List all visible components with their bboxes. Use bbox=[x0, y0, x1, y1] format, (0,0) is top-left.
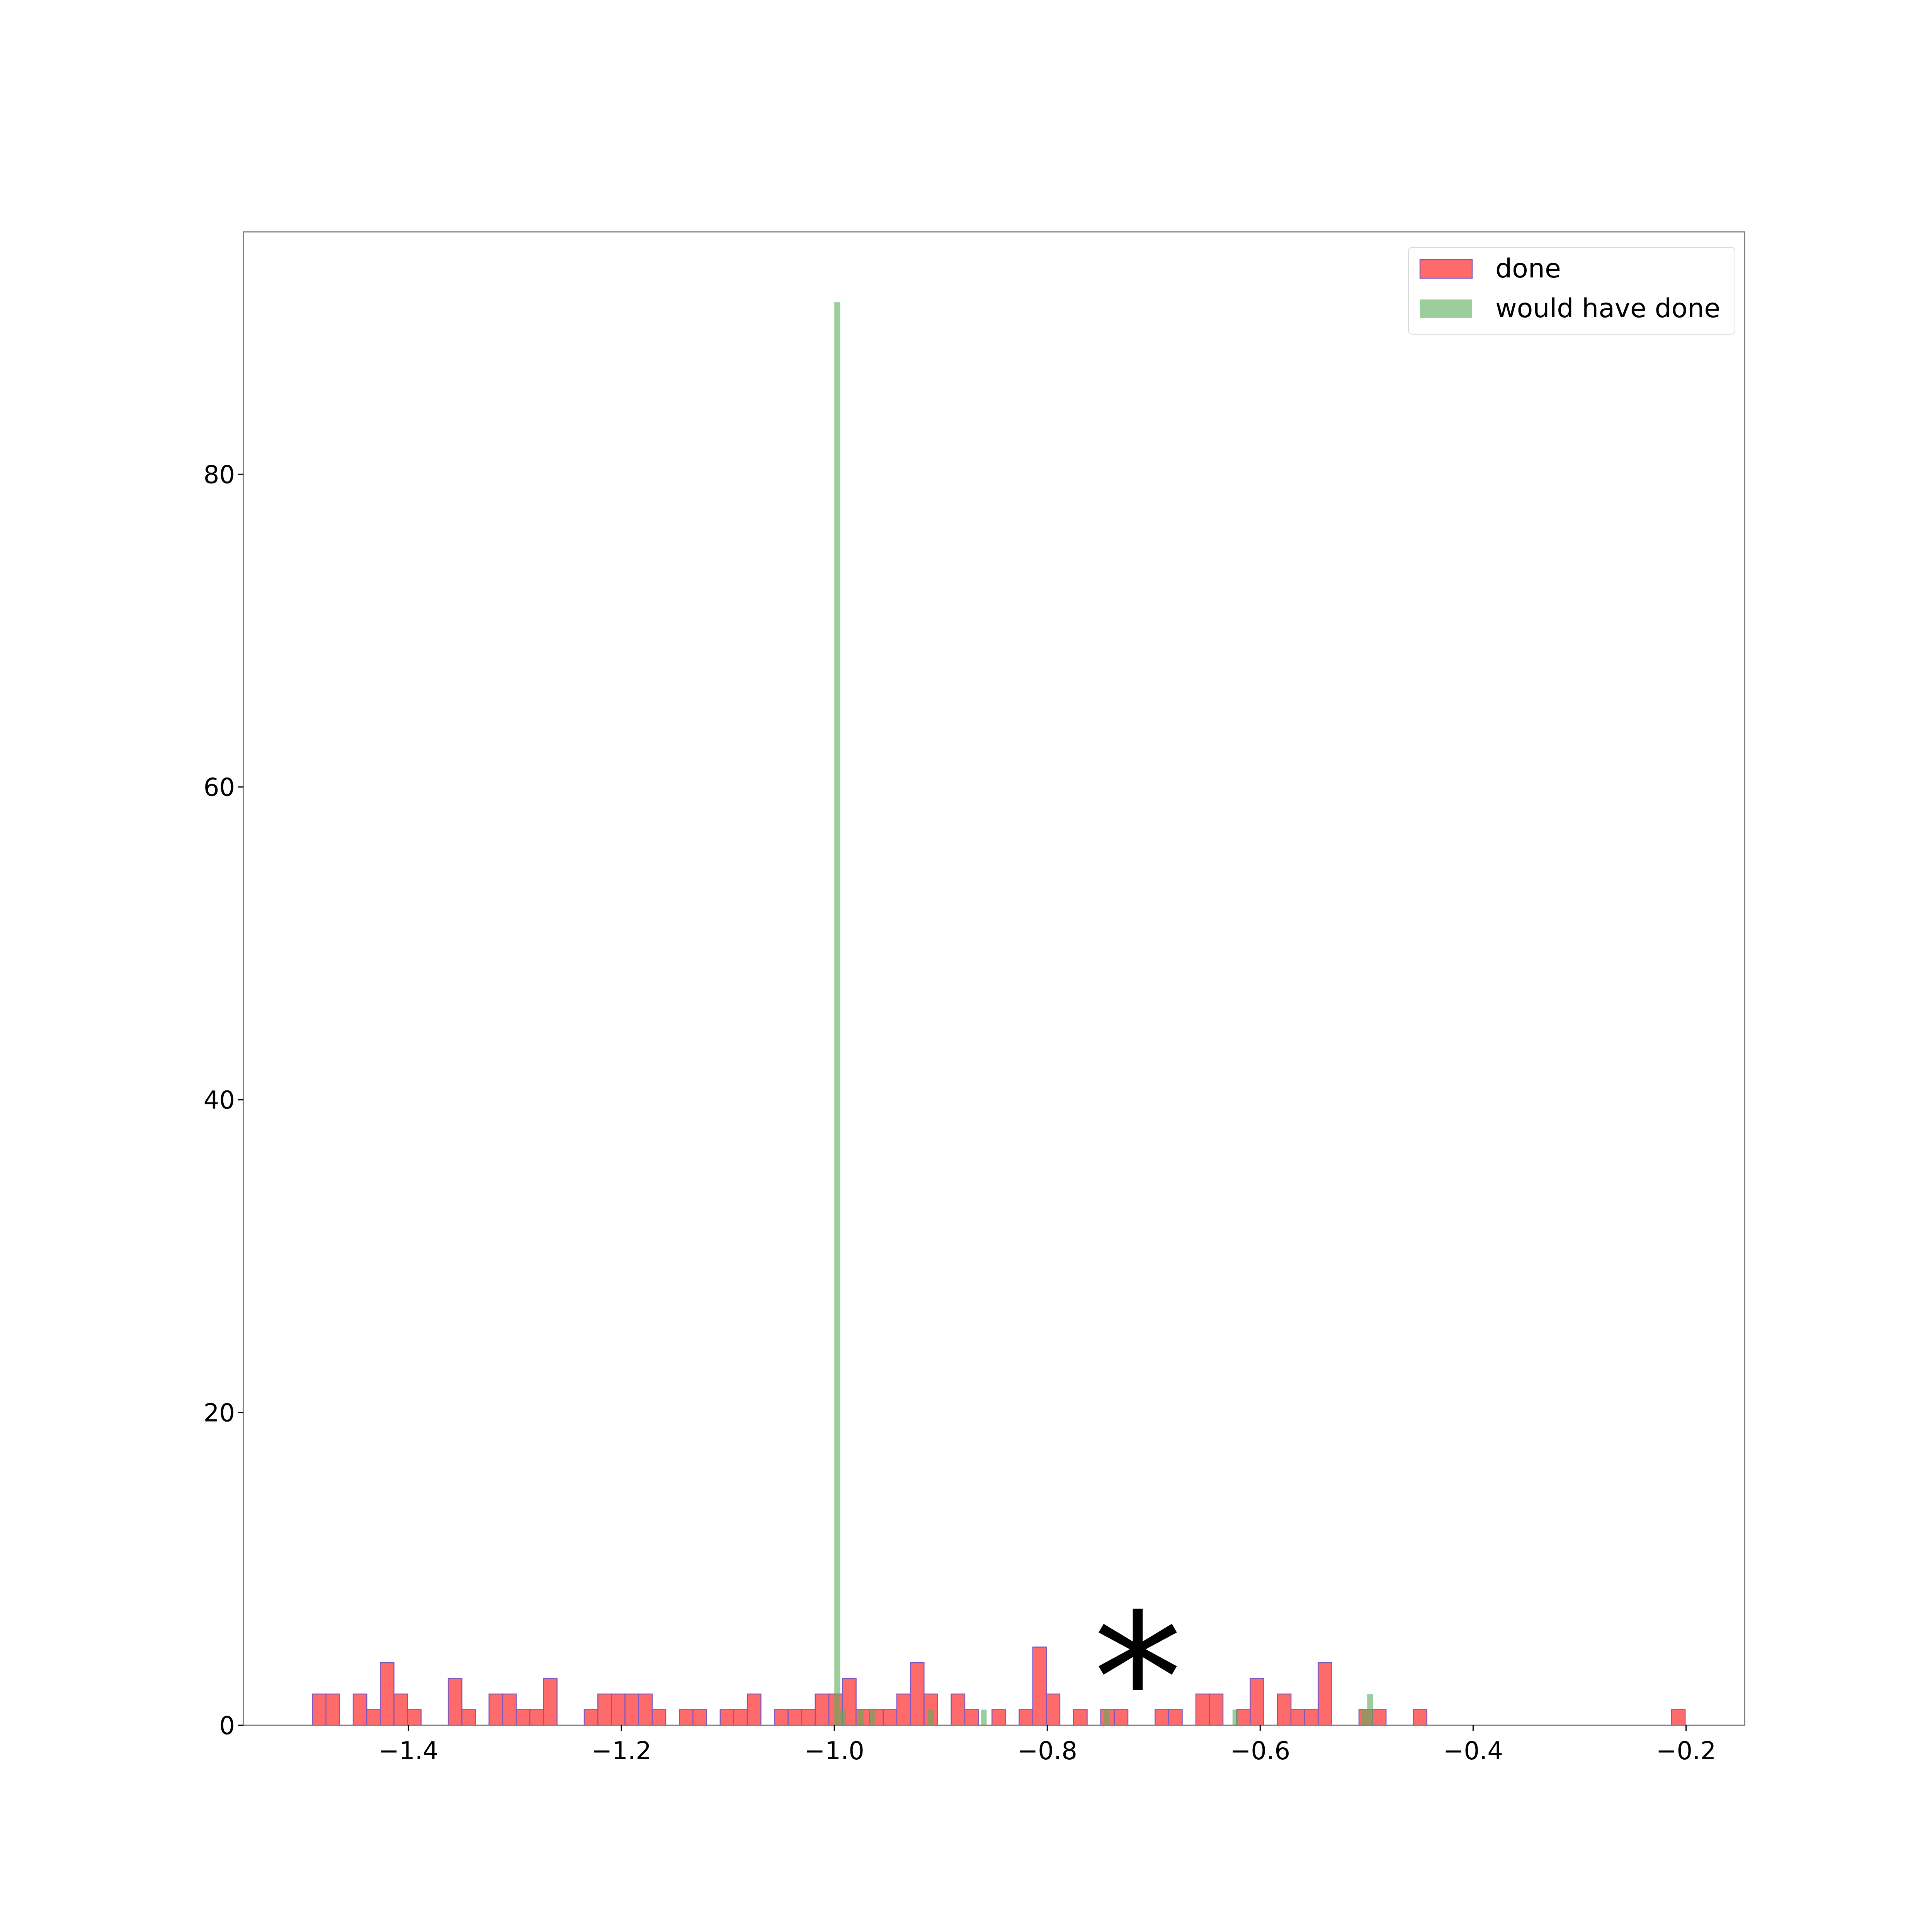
x-axis: −1.4 −1.2 −1.0 −0.8 −0.6 −0.4 −0.2 bbox=[378, 1725, 1716, 1765]
bar-done bbox=[1195, 1693, 1210, 1726]
bar-done bbox=[597, 1693, 612, 1726]
bar-done bbox=[1073, 1709, 1088, 1726]
bar-done bbox=[380, 1662, 395, 1726]
bars-layer bbox=[312, 302, 1686, 1726]
bar-would-have-done bbox=[1104, 1709, 1110, 1725]
bar-done bbox=[964, 1709, 979, 1726]
bar-done bbox=[1277, 1693, 1292, 1726]
x-tick-label: −0.4 bbox=[1443, 1737, 1503, 1765]
bar-done bbox=[679, 1709, 694, 1726]
bar-done bbox=[1046, 1693, 1061, 1726]
series-1 bbox=[834, 302, 1373, 1726]
x-tick-label: −1.2 bbox=[591, 1737, 651, 1765]
legend-swatch-would-have-done bbox=[1420, 299, 1472, 318]
bar-done bbox=[1019, 1709, 1033, 1726]
bar-done bbox=[719, 1709, 735, 1726]
bar-would-have-done bbox=[869, 1709, 876, 1725]
bar-done bbox=[787, 1709, 803, 1726]
bar-done bbox=[692, 1709, 707, 1726]
bar-would-have-done bbox=[981, 1709, 987, 1725]
y-tick-label: 0 bbox=[219, 1712, 235, 1740]
y-tick-label: 80 bbox=[204, 461, 235, 489]
bar-done bbox=[651, 1709, 667, 1726]
bar-would-have-done bbox=[1361, 1709, 1367, 1725]
bar-done bbox=[352, 1693, 367, 1726]
bar-would-have-done bbox=[928, 1709, 934, 1725]
bar-done bbox=[1318, 1662, 1332, 1726]
x-tick-label: −0.2 bbox=[1656, 1737, 1716, 1765]
bar-done bbox=[529, 1709, 544, 1726]
bar-done bbox=[515, 1709, 531, 1726]
bar-done bbox=[747, 1693, 762, 1726]
legend-label-done: done bbox=[1495, 253, 1561, 284]
bar-done bbox=[447, 1678, 463, 1726]
y-tick-label: 20 bbox=[204, 1399, 235, 1428]
bar-done bbox=[774, 1709, 789, 1726]
bar-done bbox=[1250, 1678, 1264, 1726]
bar-done bbox=[1413, 1709, 1427, 1726]
bar-done bbox=[801, 1709, 816, 1726]
bar-done bbox=[611, 1693, 626, 1726]
bar-would-have-done bbox=[857, 1709, 864, 1725]
bar-done bbox=[461, 1709, 476, 1726]
bar-done bbox=[325, 1693, 340, 1726]
bar-done bbox=[951, 1693, 966, 1726]
x-tick-label: −0.8 bbox=[1017, 1737, 1077, 1765]
bar-done bbox=[366, 1709, 381, 1726]
bar-done bbox=[910, 1662, 925, 1726]
bar-done bbox=[815, 1693, 830, 1726]
bar-done bbox=[733, 1709, 748, 1726]
x-tick-label: −1.4 bbox=[378, 1737, 438, 1765]
bar-would-have-done bbox=[1232, 1709, 1238, 1725]
bar-done bbox=[624, 1693, 639, 1726]
bar-would-have-done bbox=[840, 1709, 846, 1725]
bar-done bbox=[883, 1709, 898, 1726]
bar-would-have-done bbox=[1367, 1694, 1373, 1725]
bar-done bbox=[543, 1678, 558, 1726]
bar-done bbox=[407, 1709, 422, 1726]
bar-done bbox=[1236, 1709, 1251, 1726]
bar-would-have-done bbox=[834, 302, 840, 1726]
bar-done bbox=[1209, 1693, 1224, 1726]
bar-done bbox=[583, 1709, 599, 1726]
y-axis: 0 20 40 60 80 bbox=[204, 461, 243, 1740]
annotation-marker: * bbox=[1093, 1576, 1182, 1783]
annotation-layer: * bbox=[1093, 1576, 1182, 1783]
bar-done bbox=[312, 1693, 327, 1726]
legend-box bbox=[1408, 247, 1735, 335]
bar-done bbox=[488, 1693, 503, 1726]
bar-done bbox=[638, 1693, 653, 1726]
bar-done bbox=[1304, 1709, 1319, 1726]
bar-done bbox=[896, 1693, 911, 1726]
y-tick-label: 40 bbox=[204, 1086, 235, 1115]
bar-done bbox=[1290, 1709, 1305, 1726]
bar-done bbox=[1671, 1709, 1686, 1726]
bar-done bbox=[1168, 1709, 1183, 1726]
legend-swatch-done bbox=[1419, 259, 1473, 279]
bar-done bbox=[393, 1693, 408, 1726]
legend-label-would-have-done: would have done bbox=[1495, 293, 1720, 324]
x-tick-label: −1.0 bbox=[804, 1737, 864, 1765]
bar-done bbox=[992, 1709, 1006, 1726]
y-tick-label: 60 bbox=[204, 774, 235, 802]
bar-done bbox=[1372, 1709, 1387, 1726]
x-tick-label: −0.6 bbox=[1230, 1737, 1290, 1765]
bar-done bbox=[502, 1693, 517, 1726]
plot-frame bbox=[243, 231, 1745, 1726]
bar-done bbox=[1032, 1646, 1047, 1726]
legend: done would have done bbox=[1408, 247, 1735, 335]
